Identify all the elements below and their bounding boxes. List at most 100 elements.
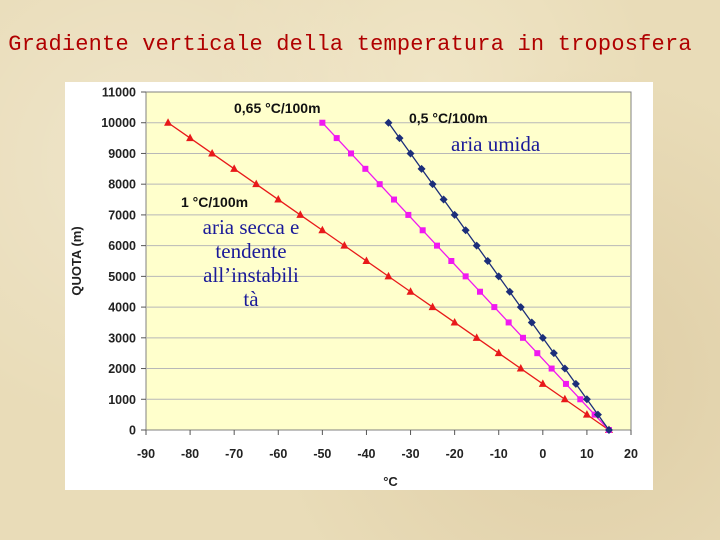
data-point <box>505 319 512 326</box>
data-point <box>428 180 437 189</box>
data-point <box>534 350 541 357</box>
series-layer <box>164 118 613 434</box>
y-tick-label: 11000 <box>102 86 136 100</box>
data-point <box>428 302 437 311</box>
data-point <box>450 210 459 219</box>
data-point <box>491 304 498 311</box>
data-point <box>527 318 536 327</box>
dry-air-line-3: all’instabili <box>203 263 299 287</box>
data-point <box>560 364 569 373</box>
x-tick-label: -90 <box>137 447 155 461</box>
data-point <box>494 272 503 281</box>
axis-layer: 0100020003000400050006000700080009000100… <box>101 86 638 462</box>
y-tick-label: 3000 <box>108 331 136 345</box>
dry-air-line-4: tà <box>243 287 259 311</box>
data-point <box>406 287 415 295</box>
data-point <box>419 227 426 234</box>
data-point <box>582 410 591 418</box>
data-point <box>274 195 283 203</box>
data-point <box>230 164 239 172</box>
data-point <box>362 165 369 172</box>
data-point <box>562 380 569 387</box>
data-point <box>384 271 393 280</box>
lapse-rate-065-label: 0,65 °C/100m <box>234 100 321 116</box>
x-tick-label: -80 <box>181 447 199 461</box>
data-point <box>384 118 393 127</box>
y-tick-label: 8000 <box>108 178 136 192</box>
data-point <box>208 148 217 157</box>
data-point <box>450 317 459 326</box>
y-tick-label: 5000 <box>108 270 136 284</box>
x-tick-label: 20 <box>624 447 638 461</box>
data-point <box>472 241 481 250</box>
data-point <box>348 150 355 157</box>
data-point <box>582 395 591 404</box>
data-point <box>406 149 415 158</box>
data-point <box>164 118 173 126</box>
data-point <box>516 303 525 312</box>
y-tick-label: 0 <box>129 424 136 438</box>
data-point <box>391 196 398 203</box>
x-tick-label: 10 <box>580 447 594 461</box>
y-tick-label: 4000 <box>108 301 136 315</box>
x-tick-label: 0 <box>539 447 546 461</box>
x-tick-label: -40 <box>357 447 375 461</box>
data-point <box>560 394 569 403</box>
data-point <box>476 288 483 295</box>
data-point <box>376 181 383 188</box>
data-point <box>538 379 547 387</box>
data-point <box>604 426 613 434</box>
data-point <box>593 410 602 419</box>
data-point <box>318 225 327 234</box>
plot-area <box>145 91 632 431</box>
data-point <box>186 133 195 142</box>
y-tick-label: 10000 <box>101 116 136 130</box>
dry-air-line-1: aria secca e <box>202 215 300 239</box>
data-point <box>494 348 503 357</box>
humid-air-label: aria umida <box>451 132 541 156</box>
y-tick-label: 9000 <box>108 147 136 161</box>
lapse-rate-1-label: 1 °C/100m <box>181 194 249 210</box>
data-point <box>448 258 455 264</box>
x-tick-label: -50 <box>313 447 331 461</box>
y-tick-label: 7000 <box>108 208 136 222</box>
data-point <box>296 210 305 218</box>
data-point <box>417 164 426 173</box>
x-tick-label: -10 <box>490 447 508 461</box>
data-point <box>577 396 584 403</box>
data-point <box>483 257 492 265</box>
y-tick-label: 6000 <box>108 239 136 253</box>
data-point <box>252 179 261 188</box>
slide-title: Gradiente verticale della temperatura in… <box>8 32 692 57</box>
lapse-rate-05-label: 0,5 °C/100m <box>409 110 488 126</box>
x-axis-title: °C <box>383 474 398 489</box>
y-tick-label: 2000 <box>108 362 136 376</box>
x-tick-label: -30 <box>402 447 420 461</box>
x-tick-label: -70 <box>225 447 243 461</box>
data-point <box>505 287 514 296</box>
x-tick-label: -20 <box>446 447 464 461</box>
series-diamond <box>384 118 613 434</box>
data-point <box>395 134 404 143</box>
data-point <box>516 364 525 372</box>
data-point <box>434 242 440 249</box>
dry-air-line-2: tendente <box>215 239 287 263</box>
data-point <box>549 349 558 358</box>
data-point <box>571 379 580 388</box>
y-tick-label: 1000 <box>108 393 136 407</box>
data-point <box>319 119 326 126</box>
data-point <box>519 334 526 341</box>
data-point <box>340 241 349 249</box>
data-point <box>548 365 555 372</box>
data-point <box>362 256 371 264</box>
y-axis-title: QUOTA (m) <box>69 226 84 295</box>
data-point <box>538 333 547 342</box>
data-point <box>333 135 340 142</box>
chart-panel: 0 1000 2000 3000 4000 5000 6000 7000 8000 9000 100… <box>65 82 653 490</box>
lapse-rate-chart: 0100020003000400050006000700080009000100… <box>69 86 638 490</box>
data-point <box>472 333 481 341</box>
data-point <box>405 211 412 218</box>
data-point <box>462 273 469 280</box>
dry-air-label: aria secca e tendente all’instabili tà <box>183 215 319 311</box>
data-point <box>461 226 470 235</box>
